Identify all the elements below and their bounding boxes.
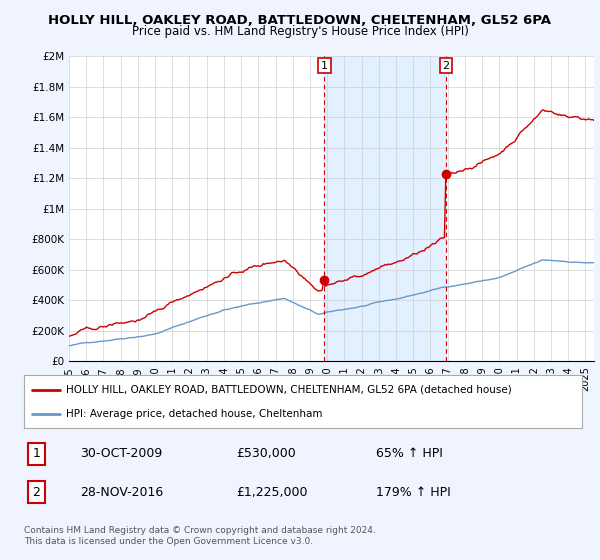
Text: 28-NOV-2016: 28-NOV-2016 (80, 486, 163, 499)
Text: 1: 1 (32, 447, 40, 460)
Text: HPI: Average price, detached house, Cheltenham: HPI: Average price, detached house, Chel… (66, 409, 322, 419)
Text: 1: 1 (321, 60, 328, 71)
Text: 2: 2 (443, 60, 450, 71)
Text: 30-OCT-2009: 30-OCT-2009 (80, 447, 162, 460)
Text: £1,225,000: £1,225,000 (236, 486, 308, 499)
Text: HOLLY HILL, OAKLEY ROAD, BATTLEDOWN, CHELTENHAM, GL52 6PA (detached house): HOLLY HILL, OAKLEY ROAD, BATTLEDOWN, CHE… (66, 385, 512, 395)
Text: Contains HM Land Registry data © Crown copyright and database right 2024.
This d: Contains HM Land Registry data © Crown c… (24, 526, 376, 546)
Text: 65% ↑ HPI: 65% ↑ HPI (376, 447, 442, 460)
Text: Price paid vs. HM Land Registry's House Price Index (HPI): Price paid vs. HM Land Registry's House … (131, 25, 469, 38)
Text: 2: 2 (32, 486, 40, 499)
Text: HOLLY HILL, OAKLEY ROAD, BATTLEDOWN, CHELTENHAM, GL52 6PA: HOLLY HILL, OAKLEY ROAD, BATTLEDOWN, CHE… (49, 14, 551, 27)
Text: 179% ↑ HPI: 179% ↑ HPI (376, 486, 450, 499)
Text: £530,000: £530,000 (236, 447, 296, 460)
Bar (324, 56, 446, 361)
